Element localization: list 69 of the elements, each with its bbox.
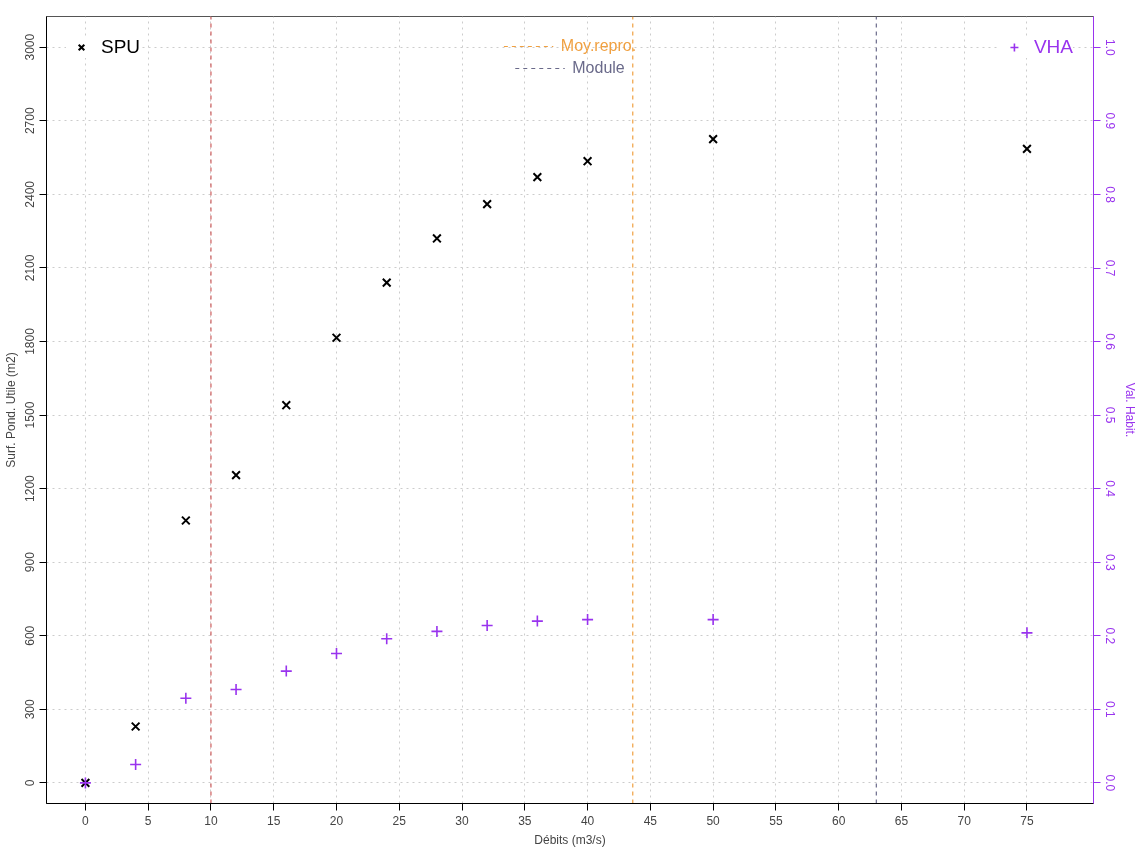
y-tick-label: 1500 (23, 401, 38, 429)
y2-tick-label: 0.4 (1102, 480, 1117, 498)
point (330, 647, 343, 660)
point (582, 156, 593, 167)
y2-tick-label: 0.7 (1102, 259, 1117, 277)
y2-axis-title: Val. Habit. (1122, 382, 1137, 438)
legend-label: VHA (1033, 36, 1073, 58)
point (708, 134, 718, 145)
ref-line-label: Moy.repro. (560, 37, 637, 55)
point (1022, 144, 1032, 154)
point (706, 613, 720, 626)
point (532, 172, 543, 183)
x-tick-label: 50 (706, 813, 721, 828)
point (381, 277, 392, 288)
y-tick-label: 0 (23, 779, 38, 787)
x-tick-label: 30 (455, 813, 470, 828)
ref-line-label: Module (572, 59, 625, 77)
x-tick-label: 35 (518, 813, 532, 828)
x-axis-title: Débits (m3/s) (534, 832, 606, 847)
x-tick-label: 5 (144, 813, 152, 828)
x-tick-label: 15 (267, 813, 281, 828)
y2-tick-label: 0.0 (1102, 774, 1117, 792)
x-tick-label: 20 (329, 813, 344, 828)
y2-tick-label: 1.0 (1102, 39, 1117, 57)
x-tick-label: 25 (392, 813, 407, 828)
legend-label: SPU (101, 36, 141, 58)
point (279, 664, 293, 678)
y-tick-label: 2100 (23, 254, 38, 282)
y-axis-title: Surf. Pond. Utile (m2) (3, 352, 18, 468)
point (581, 613, 594, 626)
point (531, 614, 544, 628)
point (432, 233, 442, 244)
x-tick-label: 45 (643, 813, 658, 828)
x-tick-label: 10 (204, 813, 218, 828)
x-tick-label: 55 (769, 813, 783, 828)
y-tick-label: 600 (23, 625, 38, 646)
y-tick-label: 3000 (23, 33, 38, 61)
y-tick-label: 300 (23, 698, 38, 720)
point (430, 625, 444, 638)
y-tick-label: 1200 (23, 474, 38, 502)
point (129, 758, 142, 771)
x-tick-label: 40 (580, 813, 595, 828)
y-tick-label: 900 (23, 551, 38, 573)
y2-tick-label: 0.5 (1102, 406, 1117, 424)
x-tick-label: 65 (894, 813, 909, 828)
y2-tick-label: 0.8 (1102, 186, 1117, 204)
point (380, 632, 394, 646)
y2-tick-label: 0.2 (1102, 627, 1117, 645)
x-tick-label: 0 (82, 813, 90, 828)
y-tick-label: 1800 (23, 327, 38, 355)
point (1020, 626, 1034, 640)
point (281, 400, 292, 411)
point (229, 683, 243, 696)
y2-tick-label: 0.1 (1102, 701, 1117, 719)
x-tick-label: 60 (831, 813, 846, 828)
point (179, 692, 193, 705)
y-tick-label: 2400 (23, 180, 38, 208)
point (482, 199, 493, 209)
y-tick-label: 2700 (23, 107, 38, 135)
x-tick-label: 75 (1020, 813, 1034, 828)
point (231, 470, 241, 480)
point (130, 721, 141, 732)
point (180, 515, 191, 526)
point (480, 619, 494, 632)
point (331, 332, 342, 343)
x-tick-label: 70 (957, 813, 972, 828)
y2-tick-label: 0.3 (1102, 553, 1117, 571)
y2-tick-label: 0.9 (1102, 112, 1117, 130)
y2-tick-label: 0.6 (1102, 333, 1117, 351)
